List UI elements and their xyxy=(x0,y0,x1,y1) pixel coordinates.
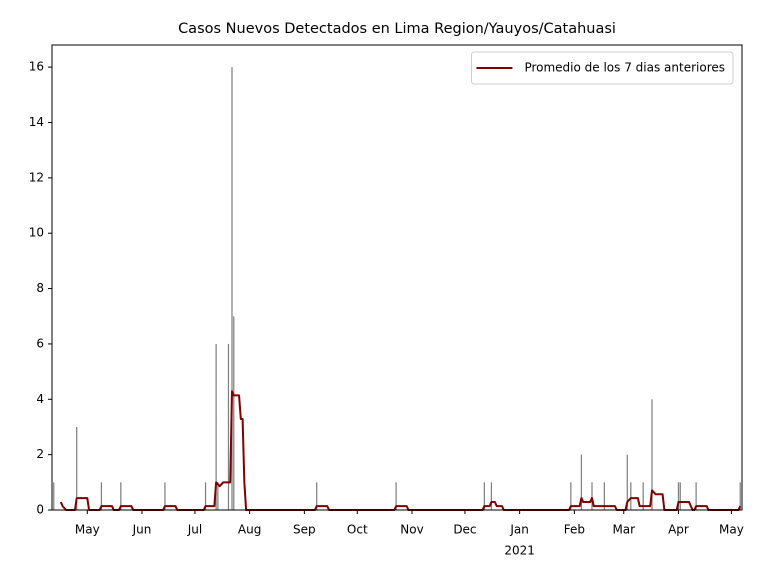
bar xyxy=(164,482,166,510)
y-tick-label: 0 xyxy=(36,503,44,517)
x-tick-label: Sep xyxy=(293,523,316,537)
bar xyxy=(233,316,235,510)
bar xyxy=(603,482,605,510)
x-tick-label: Jun xyxy=(132,523,152,537)
legend-label: Promedio de los 7 dias anteriores xyxy=(524,61,725,75)
y-tick-label: 6 xyxy=(36,336,44,350)
bar xyxy=(591,482,593,510)
bar xyxy=(227,343,230,510)
bar xyxy=(100,482,103,510)
bar xyxy=(120,482,122,510)
x-tick-label: Nov xyxy=(400,523,423,537)
bar xyxy=(53,482,55,510)
chart-title: Casos Nuevos Detectados en Lima Region/Y… xyxy=(178,21,616,37)
bar xyxy=(217,482,219,510)
y-tick-label: 2 xyxy=(36,447,44,461)
x-tick-label: Oct xyxy=(347,523,368,537)
x-tick-label: Jul xyxy=(187,523,202,537)
bar xyxy=(642,482,644,510)
bar xyxy=(739,482,741,510)
x-tick-sublabel: 2021 xyxy=(504,544,535,558)
y-tick-label: 16 xyxy=(29,60,44,74)
bar xyxy=(483,482,485,510)
bar xyxy=(580,454,583,510)
bar xyxy=(626,454,628,510)
bar xyxy=(316,482,318,510)
y-tick-label: 12 xyxy=(29,170,44,184)
bar xyxy=(231,67,233,511)
x-tick-label: Feb xyxy=(564,523,585,537)
y-tick-label: 8 xyxy=(36,281,44,295)
bar xyxy=(204,482,207,510)
bar xyxy=(630,482,632,510)
y-tick-label: 14 xyxy=(29,115,44,129)
x-tick-label: Mar xyxy=(612,523,635,537)
axes-frame xyxy=(51,44,743,511)
bar xyxy=(395,482,397,510)
bar xyxy=(695,482,697,510)
y-tick-label: 4 xyxy=(36,392,44,406)
x-tick-label: Jan xyxy=(509,523,529,537)
average-line xyxy=(59,390,742,511)
x-tick-label: May xyxy=(75,523,100,537)
x-tick-label: May xyxy=(719,523,744,537)
bar xyxy=(215,343,217,510)
legend-box xyxy=(470,51,734,85)
y-tick-label: 10 xyxy=(29,226,44,240)
x-tick-label: Apr xyxy=(668,523,689,537)
bar xyxy=(651,399,653,510)
bar xyxy=(76,426,78,510)
x-tick-label: Aug xyxy=(238,523,261,537)
bar xyxy=(679,482,681,510)
bar xyxy=(490,482,493,510)
x-tick-label: Dec xyxy=(453,523,476,537)
legend: Promedio de los 7 dias anteriores xyxy=(470,51,734,85)
bar xyxy=(677,482,680,510)
bar xyxy=(570,482,572,510)
